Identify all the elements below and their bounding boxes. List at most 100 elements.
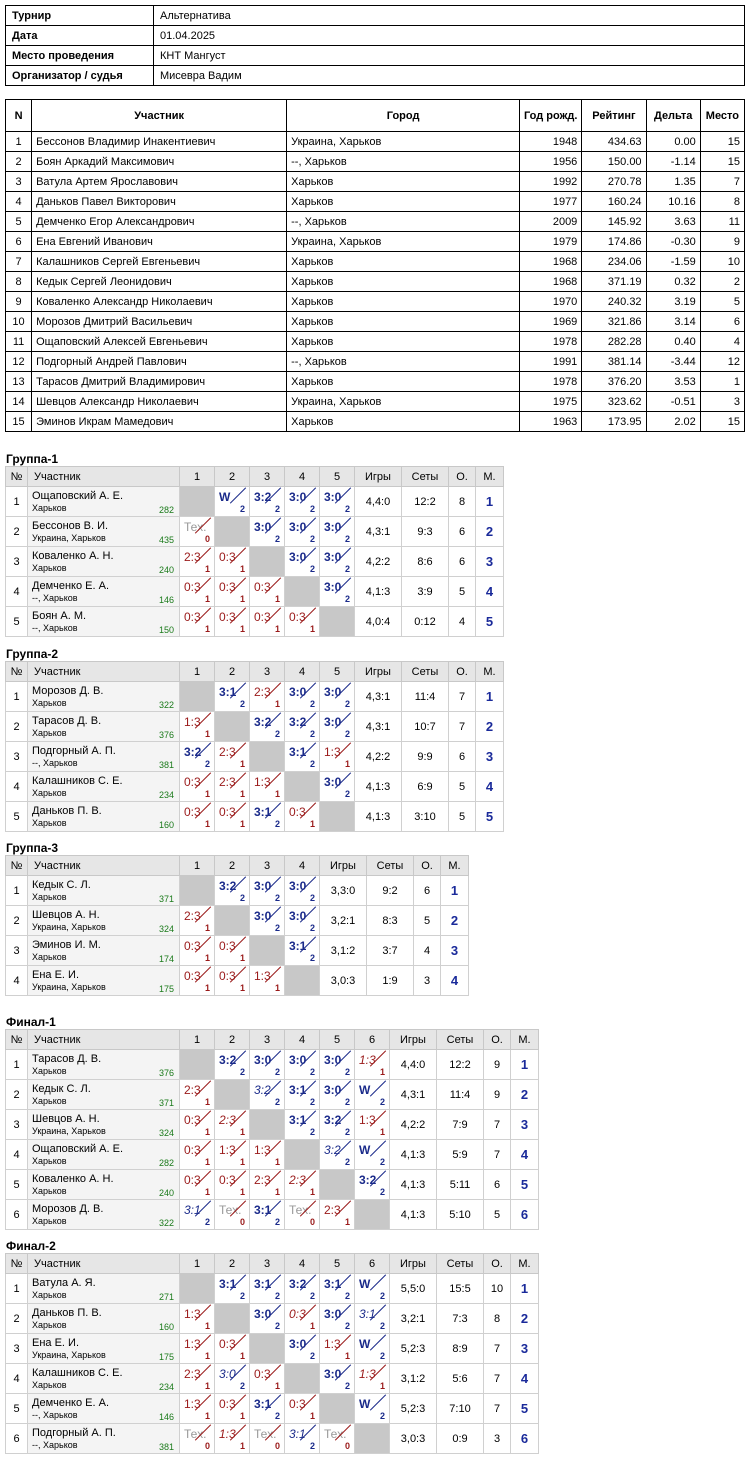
match-result-cell: 0:3 1 [214, 801, 250, 832]
match-score: 3:2 [219, 879, 237, 893]
header-opponent-number: 1 [179, 1253, 215, 1274]
match-result: 3:0 2 [320, 1364, 354, 1393]
match-score: 3:2 [184, 745, 202, 759]
self-match-cell [214, 1303, 250, 1334]
participant-cell: 160.24 [581, 191, 647, 212]
participant-name: Морозов Д. В. [32, 1203, 104, 1215]
self-match-cell [179, 875, 215, 906]
participant-rating: 150 [158, 625, 174, 635]
match-result: 3:2 2 [250, 712, 284, 741]
match-result-cell: 0:3 1 [249, 606, 285, 637]
match-result-cell: 2:3 1 [214, 1109, 250, 1140]
match-score: Тех. [184, 520, 207, 534]
row-number: 4 [5, 576, 28, 607]
match-result-cell: 3:0 2 [284, 875, 320, 906]
participant-rating: 160 [158, 820, 174, 830]
match-result: 0:3 1 [180, 1170, 214, 1199]
match-score: 3:1 [289, 939, 307, 953]
match-result-cell: 3:2 2 [179, 741, 215, 772]
match-result: 3:1 2 [285, 1080, 319, 1109]
sets-cell: 3:10 [401, 801, 449, 832]
match-score: 3:1 [289, 1083, 307, 1097]
header-place: М. [440, 855, 469, 876]
match-result: Тех. 0 [180, 517, 214, 546]
games-cell: 3,2:1 [389, 1303, 437, 1334]
match-result: 3:1 2 [355, 1304, 389, 1333]
match-result: 3:0 2 [285, 906, 319, 935]
match-result-cell: 3:2 2 [284, 711, 320, 742]
participant-cell: 234.06 [581, 251, 647, 272]
match-score: 3:1 [324, 1277, 342, 1291]
participant-rating: 146 [158, 1412, 174, 1422]
header-opponent-number: 3 [249, 855, 285, 876]
match-result: 2:3 1 [180, 1080, 214, 1109]
row-number: 1 [5, 875, 28, 906]
place-cell: 4 [440, 965, 469, 996]
match-score: 3:0 [324, 580, 342, 594]
place-cell: 4 [475, 576, 504, 607]
row-number: 2 [5, 516, 28, 547]
match-result-cell: 3:1 2 [249, 1273, 285, 1304]
header-place: М. [475, 466, 504, 487]
participant-cell: --, Харьков [286, 351, 521, 372]
match-score: 0:3 [219, 969, 236, 983]
points-cell: 10 [483, 1273, 511, 1304]
header-points: О. [448, 466, 476, 487]
match-result: 1:3 1 [250, 772, 284, 801]
match-points: 1 [239, 759, 245, 769]
match-score: 0:3 [254, 610, 271, 624]
points-cell: 9 [483, 1079, 511, 1110]
match-score: 3:0 [324, 520, 342, 534]
match-result: 3:0 2 [320, 712, 354, 741]
participant-cell: 10 [4, 311, 33, 332]
header-opponent-number: 1 [179, 466, 215, 487]
participant-cell: Калашников С. Е. Харьков 234 [27, 771, 180, 802]
sets-cell: 12:2 [401, 486, 449, 517]
match-score: 0:3 [289, 805, 306, 819]
participant-cell: Шевцов Александр Николаевич [31, 391, 288, 412]
header-opponent-number: 3 [249, 466, 285, 487]
match-points: 2 [344, 1291, 350, 1301]
match-score: 2:3 [184, 1083, 201, 1097]
header-opponent-number: 2 [214, 466, 250, 487]
sets-cell: 8:6 [401, 546, 449, 577]
match-result-cell: 1:3 1 [179, 1303, 215, 1334]
match-points: 2 [309, 564, 315, 574]
participant-row: 7 Калашников Сергей Евгеньевич Харьков 1968… [4, 251, 746, 272]
tournament-info-table: Турнир Альтернатива Дата 01.04.2025 Место пр… [5, 5, 745, 86]
group-title: Финал-1 [6, 1015, 56, 1029]
match-score: 0:3 [219, 550, 236, 564]
points-cell: 7 [483, 1393, 511, 1424]
match-result: 0:3 1 [215, 1170, 249, 1199]
match-result: Тех. 0 [215, 1200, 249, 1229]
match-result-cell: 2:3 1 [284, 1169, 320, 1200]
match-score: 2:3 [184, 1367, 201, 1381]
match-points: 1 [239, 1157, 245, 1167]
participant-cell: Ощаповский Алексей Евгеньевич [31, 331, 288, 352]
participants-header-cell: Город [286, 99, 521, 132]
match-result: 3:1 2 [320, 1274, 354, 1303]
header-participant: Участник [27, 661, 180, 682]
points-cell: 5 [448, 576, 476, 607]
match-score: 3:0 [289, 1053, 307, 1067]
group-table: № Участник 1 2 3 4 5 Игры Сеты О. М. 1 Морозов Д. В.… [5, 661, 504, 832]
participant-cell: 282.28 [581, 331, 647, 352]
match-points: 2 [239, 504, 245, 514]
participant-cell: 8 [699, 191, 746, 212]
participant-cell: 12 [699, 351, 746, 372]
match-points: 1 [309, 819, 315, 829]
row-number: 1 [5, 486, 28, 517]
match-score: 0:3 [289, 1307, 306, 1321]
participant-cell: 3.14 [645, 311, 701, 332]
group-row: 4 Ена Е. И. Украина, Харьков 175 0:3 1 0:3 1 1:3… [5, 965, 469, 996]
place-cell: 1 [475, 486, 504, 517]
match-slash [369, 1334, 387, 1351]
match-result: 0:3 1 [180, 577, 214, 606]
match-points: 1 [239, 1127, 245, 1137]
participant-cell: Тарасов Д. В. Харьков 376 [27, 711, 180, 742]
match-result: 3:0 2 [285, 682, 319, 711]
group-row: 2 Бессонов В. И. Украина, Харьков 435 Тех. 0 3… [5, 516, 504, 547]
match-result-cell: 3:0 2 [284, 546, 320, 577]
participant-cell: 1978 [519, 331, 583, 352]
